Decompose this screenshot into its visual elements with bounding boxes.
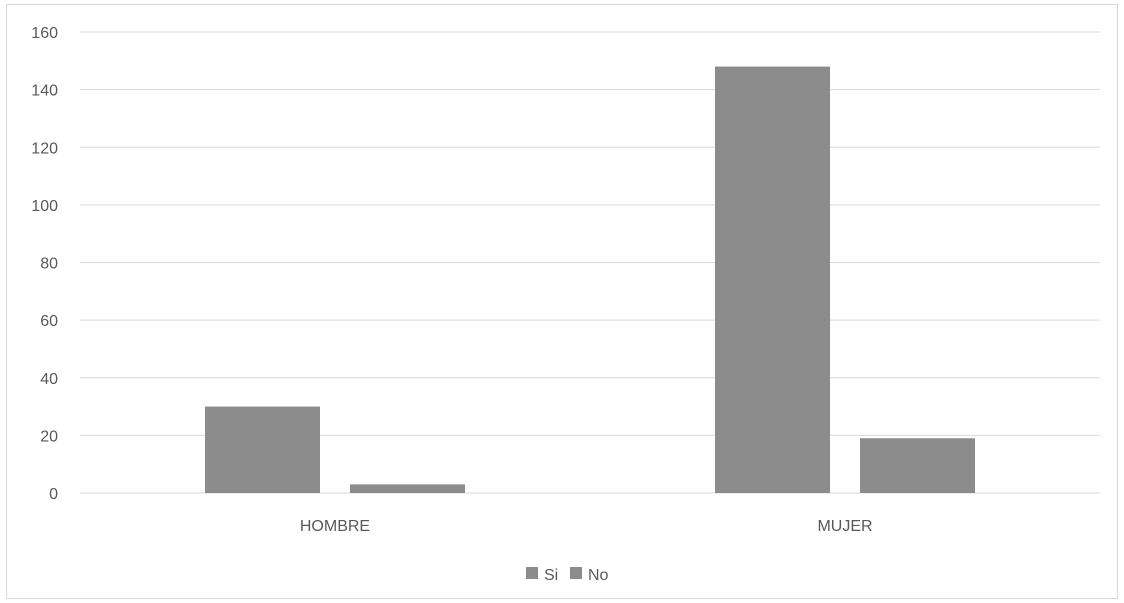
legend-label-no: No [588, 567, 609, 584]
y-tick-label: 100 [31, 198, 58, 215]
bars [205, 66, 975, 493]
y-tick-label: 40 [40, 371, 58, 388]
bar-si-mujer [715, 66, 830, 493]
y-tick-label: 80 [40, 256, 58, 273]
bar-no-mujer [860, 438, 975, 493]
legend-swatch-no [570, 567, 582, 579]
x-category-label: MUJER [817, 518, 872, 535]
x-category-label: HOMBRE [300, 518, 370, 535]
legend: Si No [526, 567, 609, 584]
y-tick-label: 140 [31, 83, 58, 100]
x-axis-categories: HOMBRE MUJER [300, 518, 873, 535]
bar-si-hombre [205, 406, 320, 493]
y-tick-label: 60 [40, 313, 58, 330]
y-axis-ticks: 0 20 40 60 80 100 120 140 160 [31, 25, 58, 503]
legend-label-si: Si [544, 567, 558, 584]
y-tick-label: 20 [40, 428, 58, 445]
y-tick-label: 0 [49, 486, 58, 503]
legend-swatch-si [526, 567, 538, 579]
bar-no-hombre [350, 484, 465, 493]
y-tick-label: 160 [31, 25, 58, 42]
chart-frame [6, 4, 1118, 599]
y-tick-label: 120 [31, 140, 58, 157]
